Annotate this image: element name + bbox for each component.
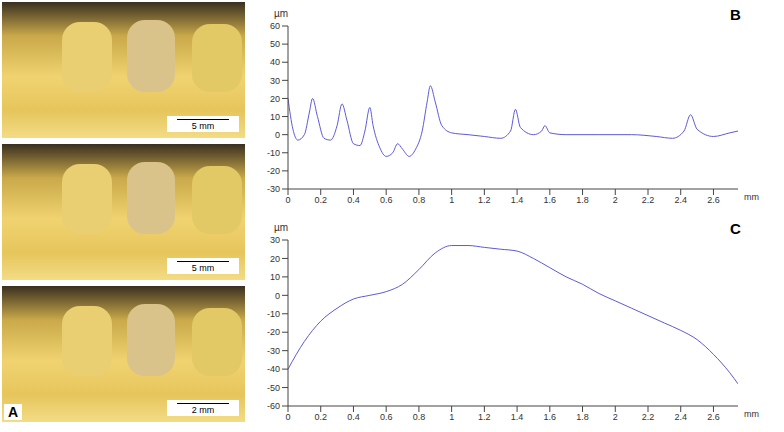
html-text:µm: µm xyxy=(274,222,289,233)
svg-text:-50: -50 xyxy=(267,383,280,393)
svg-text:0.6: 0.6 xyxy=(380,195,393,205)
svg-text:40: 40 xyxy=(270,57,280,67)
svg-text:-20: -20 xyxy=(267,166,280,176)
svg-text:20: 20 xyxy=(270,94,280,104)
svg-text:0: 0 xyxy=(285,412,290,422)
html-text:mm: mm xyxy=(744,192,759,202)
svg-text:10: 10 xyxy=(270,272,280,282)
svg-text:2: 2 xyxy=(613,412,618,422)
svg-text:-60: -60 xyxy=(267,401,280,411)
svg-text:0.4: 0.4 xyxy=(347,195,360,205)
svg-text:0.6: 0.6 xyxy=(380,412,393,422)
svg-text:1.6: 1.6 xyxy=(544,412,557,422)
html-text:mm: mm xyxy=(744,409,759,419)
svg-text:1.8: 1.8 xyxy=(576,412,589,422)
html-text:B: B xyxy=(730,6,741,23)
html-text:A: A xyxy=(8,404,19,420)
svg-text:1: 1 xyxy=(449,412,454,422)
html-text:5 mm: 5 mm xyxy=(191,121,215,131)
svg-text:2.2: 2.2 xyxy=(642,412,655,422)
svg-text:2.4: 2.4 xyxy=(674,195,687,205)
svg-text:2.6: 2.6 xyxy=(707,195,720,205)
svg-text:60: 60 xyxy=(270,21,280,31)
svg-text:1.8: 1.8 xyxy=(576,195,589,205)
svg-text:1.4: 1.4 xyxy=(511,412,524,422)
svg-text:0.8: 0.8 xyxy=(413,195,426,205)
svg-text:-20: -20 xyxy=(267,327,280,337)
svg-text:-10: -10 xyxy=(267,148,280,158)
svg-text:-30: -30 xyxy=(267,346,280,356)
svg-text:0.2: 0.2 xyxy=(314,195,327,205)
svg-text:10: 10 xyxy=(270,112,280,122)
svg-text:2.6: 2.6 xyxy=(707,412,720,422)
svg-text:1: 1 xyxy=(449,195,454,205)
svg-text:1.2: 1.2 xyxy=(478,412,491,422)
svg-text:-30: -30 xyxy=(267,184,280,194)
html-text:µm: µm xyxy=(274,8,289,19)
svg-text:30: 30 xyxy=(270,76,280,86)
svg-text:0: 0 xyxy=(275,291,280,301)
html-text:C: C xyxy=(730,220,741,237)
svg-text:0: 0 xyxy=(275,130,280,140)
svg-text:50: 50 xyxy=(270,39,280,49)
svg-text:-10: -10 xyxy=(267,309,280,319)
svg-text:0: 0 xyxy=(285,195,290,205)
svg-text:1.6: 1.6 xyxy=(544,195,557,205)
html-text:5 mm: 5 mm xyxy=(191,263,215,273)
svg-text:1.4: 1.4 xyxy=(511,195,524,205)
svg-text:2.2: 2.2 xyxy=(642,195,655,205)
svg-text:20: 20 xyxy=(270,254,280,264)
svg-text:1.2: 1.2 xyxy=(478,195,491,205)
svg-text:0.8: 0.8 xyxy=(413,412,426,422)
svg-text:2: 2 xyxy=(613,195,618,205)
svg-text:0.2: 0.2 xyxy=(314,412,327,422)
svg-text:0.4: 0.4 xyxy=(347,412,360,422)
html-text:2 mm: 2 mm xyxy=(191,405,215,415)
svg-text:-40: -40 xyxy=(267,364,280,374)
svg-text:2.4: 2.4 xyxy=(674,412,687,422)
svg-text:30: 30 xyxy=(270,235,280,245)
